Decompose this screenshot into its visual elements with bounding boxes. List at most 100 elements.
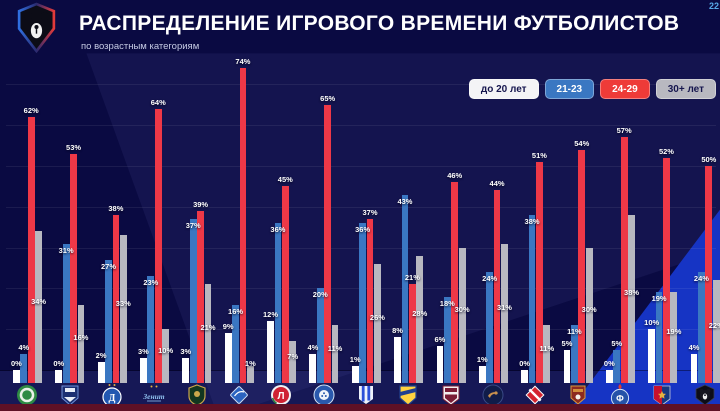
bar-value-label: 1%	[244, 359, 256, 368]
chart-column: 8% 43% 21% 28%	[381, 0, 427, 411]
bar-до-20-лет-Ахмат	[13, 370, 20, 383]
bar-до-20-лет-Краснодар	[182, 357, 190, 383]
bar-до-20-лет-ЦСКА	[648, 329, 656, 383]
bar-21-23-Локомотив	[274, 223, 282, 383]
bar-21-23-Урал	[570, 325, 578, 383]
bar-value-label: 11%	[567, 327, 582, 337]
bar-24-29-Рубин	[451, 182, 459, 383]
team-ural-logo	[567, 383, 589, 407]
bar-value-label: 12%	[262, 310, 279, 320]
gridline	[6, 125, 716, 127]
team-akhmat-logo	[16, 383, 38, 407]
bar-24-29-Ростов	[408, 284, 416, 383]
gridline	[6, 206, 716, 208]
bar-до-20-лет-Пари НН	[351, 365, 359, 383]
bar-24-29-Факел	[620, 137, 628, 383]
bar-до-20-лет-Рубин	[436, 345, 444, 383]
bar-24-29-Крылья Советов	[239, 68, 247, 383]
bar-до-20-лет-РПЛ	[690, 353, 698, 383]
team-orenburg-logo	[313, 383, 335, 407]
bar-30+-лет-Факел	[628, 214, 635, 383]
chart-column: 3% 23% 64% 10%	[127, 0, 173, 411]
chart-column: 0% 31% 53% 16%	[42, 0, 88, 411]
bar-30+-лет-Зенит	[162, 329, 170, 383]
bar-30+-лет-Локомотив	[289, 341, 297, 383]
bar-value-label: 9%	[222, 322, 234, 332]
team-pari-nn-logo	[355, 383, 377, 407]
bar-value-label: 36%	[355, 225, 371, 235]
bar-value-label: 24%	[482, 274, 498, 284]
bar-30+-лет-РПЛ	[712, 280, 720, 383]
bar-до-20-лет-Балтика	[55, 370, 63, 383]
chart-column: 12% 36% 45% 7%	[254, 0, 299, 411]
gridline	[6, 166, 716, 167]
legend-item-24-29[interactable]: 24-29	[600, 79, 650, 99]
legend-item-label: до 20 лет	[480, 83, 527, 95]
page-subtitle: по возрастным категориям	[81, 41, 200, 52]
bar-24-29-Динамо	[112, 214, 120, 383]
bar-value-label: 51%	[531, 150, 547, 160]
rpl-bear-shield-logo	[13, 2, 60, 54]
bar-value-label: 8%	[392, 326, 403, 336]
bar-value-label: 50%	[701, 155, 717, 164]
chart-column: 5% 11% 54% 30%	[551, 0, 597, 411]
bar-30+-лет-Спартак	[543, 325, 551, 383]
bar-value-label: 1%	[349, 354, 361, 364]
bar-value-label: 57%	[616, 126, 632, 136]
bar-24-29-Ахмат	[27, 117, 35, 383]
page-title: РАСПРЕДЕЛЕНИЕ ИГРОВОГО ВРЕМЕНИ ФУТБОЛИСТ…	[79, 12, 680, 35]
chart-column: 1% 24% 44% 31%	[466, 0, 512, 411]
bar-value-label: 7%	[287, 351, 299, 361]
bar-value-label: 4%	[688, 342, 700, 352]
team-rpl-logo	[694, 383, 716, 407]
bar-до-20-лет-Урал	[563, 349, 571, 383]
bar-value-label: 5%	[561, 338, 573, 348]
bar-до-20-лет-Факел	[605, 370, 613, 383]
legend-item-under-20[interactable]: до 20 лет	[468, 79, 539, 99]
bar-value-label: 4%	[18, 342, 30, 352]
bar-value-label: 38%	[108, 203, 124, 213]
bar-value-label: 65%	[320, 93, 336, 103]
bar-value-label: 3%	[138, 346, 149, 356]
chart-column: 9% 16% 74% 1%	[212, 0, 256, 411]
bar-30+-лет-Динамо	[119, 235, 127, 383]
legend-item-30plus[interactable]: 30+ лет	[655, 79, 716, 99]
bar-21-23-Динамо	[105, 259, 112, 383]
bar-value-label: 0%	[53, 359, 65, 368]
team-dinamo-logo: Д	[101, 383, 123, 407]
bar-30+-лет-ЦСКА	[670, 292, 678, 383]
bar-value-label: 22%	[708, 321, 720, 331]
bar-до-20-лет-Сочи	[478, 365, 486, 383]
bar-30+-лет-Краснодар	[204, 284, 212, 383]
bar-value-label: 0%	[519, 359, 531, 368]
slide-number: 22	[708, 1, 719, 11]
chart-column: 4% 20% 65% 11%	[296, 0, 342, 411]
bar-value-label: 5%	[611, 338, 623, 348]
bar-24-29-Краснодар	[197, 210, 204, 383]
bar-value-label: 0%	[603, 359, 615, 368]
bar-value-label: 16%	[73, 333, 89, 343]
bar-до-20-лет-Локомотив	[267, 321, 274, 383]
gridline	[6, 84, 716, 86]
bar-30+-лет-Ахмат	[35, 231, 42, 383]
chart-column: 6% 18% 46% 30%	[424, 0, 470, 411]
bar-до-20-лет-Оренбург	[309, 353, 317, 383]
chart-column: 0% 38% 51% 11%	[508, 0, 554, 411]
legend-item-label: 21-23	[556, 83, 583, 95]
bar-value-label: 16%	[228, 306, 244, 316]
legend-item-21-23[interactable]: 21-23	[544, 79, 595, 99]
bar-до-20-лет-Ростов	[394, 337, 401, 383]
legend-item-label: 24-29	[612, 83, 638, 95]
bottom-maroon-strip	[0, 404, 720, 411]
bar-value-label: 30%	[581, 304, 597, 314]
bar-24-29-Сочи	[493, 190, 501, 383]
team-spartak-logo	[524, 383, 546, 407]
bar-value-label: 19%	[651, 294, 667, 304]
bar-value-label: 2%	[95, 350, 107, 360]
bar-24-29-ЦСКА	[663, 157, 670, 383]
bar-value-label: 54%	[574, 138, 590, 148]
chart-column: 1% 36% 37% 26%	[339, 0, 385, 411]
bar-value-label: 30%	[454, 304, 470, 314]
chart-column: 3% 37% 39% 21%	[169, 0, 216, 411]
bar-value-label: 31%	[58, 245, 74, 255]
